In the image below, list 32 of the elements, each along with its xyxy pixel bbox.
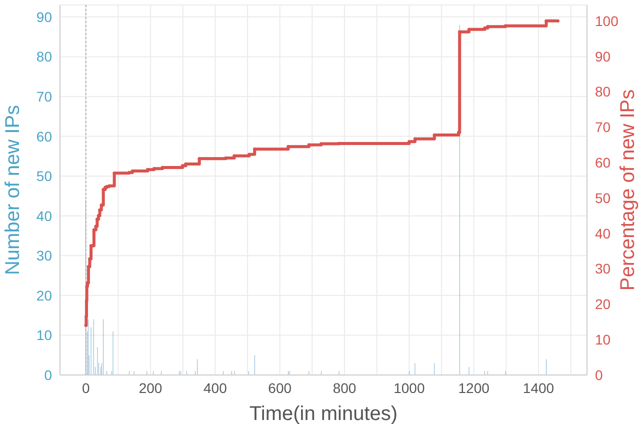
x-tick-label: 0 [82, 380, 90, 396]
x-tick-label: 600 [268, 380, 292, 396]
x-tick-label: 200 [138, 380, 162, 396]
y-tick-label: 90 [36, 8, 52, 25]
x-tick-label: 1200 [458, 380, 490, 396]
y-tick-label: 10 [36, 327, 52, 344]
y-tick-label: 70 [36, 88, 52, 104]
y2-tick-label: 20 [595, 296, 611, 312]
y2-tick-label: 60 [595, 154, 611, 171]
y2-tick-label: 100 [595, 12, 619, 29]
x-tick-label: 1400 [522, 380, 554, 396]
y-tick-label: 40 [36, 208, 52, 224]
y-tick-label: 30 [36, 248, 52, 264]
y2-tick-label: 80 [595, 84, 611, 100]
y2-tick-label: 40 [595, 225, 611, 242]
x-tick-label: 400 [204, 380, 228, 396]
y2-tick-label: 30 [595, 260, 611, 277]
x-axis-title: Time(in minutes) [249, 403, 398, 424]
x-tick-label: 1000 [394, 380, 425, 396]
y-axis-title: Number of new IPs [2, 104, 24, 276]
y-tick-label: 50 [36, 168, 52, 184]
x-tick-label: 800 [332, 380, 356, 396]
y2-axis-title: Percentage of new IPs [617, 89, 639, 291]
y2-tick-label: 50 [595, 190, 611, 206]
y-tick-label: 0 [44, 366, 52, 383]
y-tick-label: 80 [36, 48, 52, 65]
y-tick-label: 20 [36, 287, 52, 304]
y2-tick-label: 0 [595, 366, 603, 383]
y2-tick-label: 10 [595, 332, 611, 348]
y2-tick-label: 70 [595, 119, 611, 136]
y2-tick-label: 90 [595, 48, 611, 64]
y-tick-label: 60 [36, 128, 52, 144]
